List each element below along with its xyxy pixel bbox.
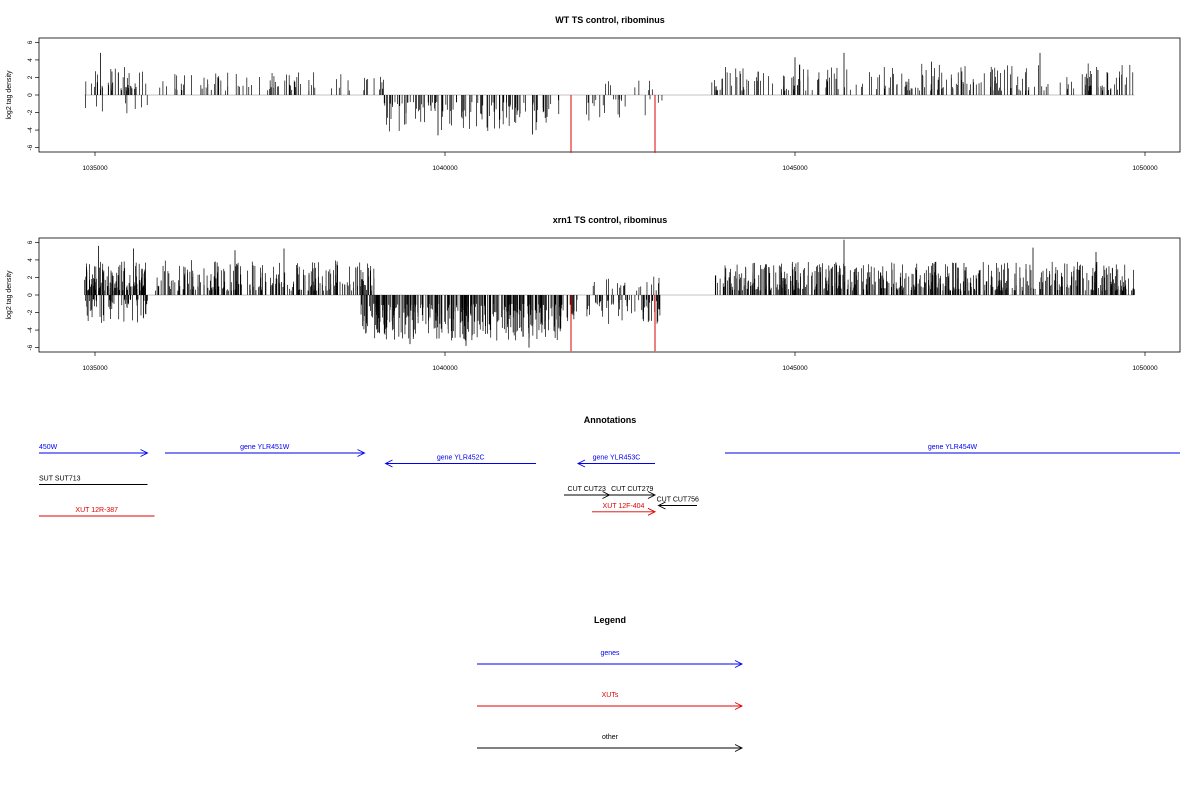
legend-label: genes <box>600 650 620 657</box>
wt-y-tick-label: -4 <box>27 127 34 133</box>
annotations-track: Annotations 450W gene YLR451W gene YLR452C… <box>39 415 1180 517</box>
wt-bars <box>84 52 1135 153</box>
xrn1-y-tick-label: -4 <box>27 327 34 333</box>
wt-y-tick-label: 6 <box>27 40 34 44</box>
xrn1-x-tick-label: 1035000 <box>82 365 108 372</box>
xrn1-panel: xrn1 TS control, ribominus log2 tag dens… <box>6 215 1181 372</box>
wt-y-axis-label: log2 tag density <box>6 70 13 120</box>
xrn1-y-tick-label: 6 <box>27 240 34 244</box>
xrn1-y-tick-label: 4 <box>27 258 34 262</box>
xrn1-x-axis: 1035000 1040000 1045000 1050000 <box>82 352 1158 372</box>
xrn1-x-tick-label: 1045000 <box>782 365 808 372</box>
wt-y-axis: -6 -4 -2 0 2 4 6 <box>27 40 39 151</box>
wt-x-axis: 1035000 1040000 1045000 1050000 <box>82 152 1158 172</box>
annotation-label: XUT 12F-404 <box>603 503 645 510</box>
legend-items: genes XUTs other <box>477 650 744 752</box>
wt-panel: WT TS control, ribominus log2 tag densit… <box>6 15 1181 172</box>
wt-y-tick-label: -2 <box>27 109 34 115</box>
wt-y-tick-label: 4 <box>27 58 34 62</box>
wt-y-tick-label: 2 <box>27 75 34 79</box>
wt-x-tick-label: 1035000 <box>82 165 108 172</box>
annotation-arrowhead <box>657 501 666 510</box>
wt-y-tick-label: 0 <box>27 93 34 97</box>
wt-x-tick-label: 1040000 <box>432 165 458 172</box>
xrn1-x-tick-label: 1050000 <box>1132 365 1158 372</box>
annotation-arrowhead <box>576 459 586 468</box>
xrn1-y-tick-label: -6 <box>27 344 34 350</box>
legend-arrowhead <box>734 702 744 710</box>
legend: Legend genes XUTs other <box>477 615 744 752</box>
annotation-label: CUT CUT279 <box>611 486 653 493</box>
annotation-label: XUT 12R-387 <box>75 507 118 514</box>
annotation-label: 450W <box>39 444 58 451</box>
annotation-label: gene YLR454W <box>928 444 978 451</box>
wt-panel-title: WT TS control, ribominus <box>555 15 665 25</box>
annotations-title: Annotations <box>584 415 637 425</box>
annotation-label: CUT CUT23 <box>568 486 606 493</box>
xrn1-y-axis: -6 -4 -2 0 2 4 6 <box>27 240 39 351</box>
annotation-arrowhead <box>357 449 366 457</box>
annotation-label: gene YLR453C <box>593 455 641 462</box>
legend-title: Legend <box>594 615 626 625</box>
legend-label: XUTs <box>602 692 619 699</box>
xrn1-y-tick-label: 2 <box>27 275 34 279</box>
xrn1-panel-title: xrn1 TS control, ribominus <box>553 215 668 225</box>
xrn1-bars <box>84 239 1135 352</box>
wt-x-tick-label: 1045000 <box>782 165 808 172</box>
xrn1-y-tick-label: 0 <box>27 293 34 297</box>
annotation-label: CUT CUT756 <box>657 497 699 504</box>
legend-label: other <box>602 734 619 741</box>
annotation-label: gene YLR451W <box>240 444 290 451</box>
annotation-arrowhead <box>384 459 393 468</box>
annotation-features: 450W gene YLR451W gene YLR452C gene YLR453C… <box>39 444 1180 517</box>
annotation-label: SUT SUT713 <box>39 476 81 483</box>
xrn1-y-tick-label: -2 <box>27 309 34 315</box>
legend-arrowhead <box>734 660 744 668</box>
annotation-label: gene YLR452C <box>437 455 485 462</box>
annotation-arrowhead <box>647 491 657 499</box>
annotation-arrowhead <box>647 507 657 516</box>
annotation-arrowhead <box>140 449 149 457</box>
wt-y-tick-label: -6 <box>27 144 34 150</box>
wt-x-tick-label: 1050000 <box>1132 165 1158 172</box>
xrn1-x-tick-label: 1040000 <box>432 365 458 372</box>
legend-arrowhead <box>734 744 744 752</box>
xrn1-y-axis-label: log2 tag density <box>6 270 13 320</box>
